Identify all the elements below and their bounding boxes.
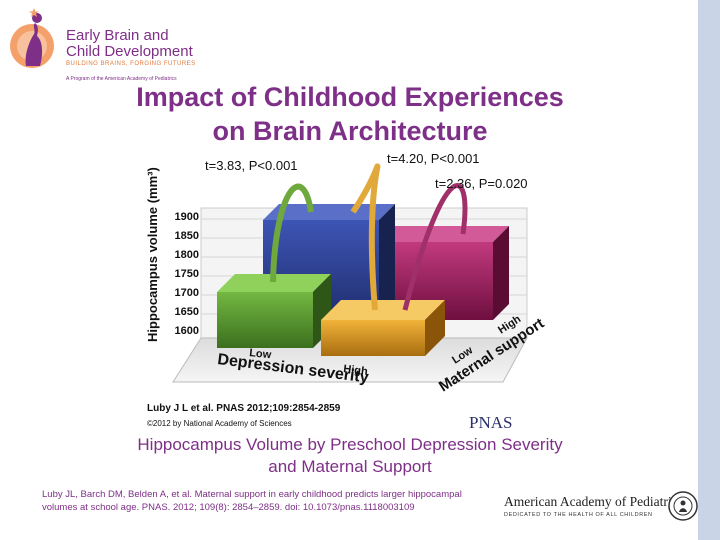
right-accent-strip <box>698 0 720 540</box>
citation-line-1: Luby JL, Barch DM, Belden A, et al. Mate… <box>42 489 462 500</box>
aap-name: American Academy of Pediatrics <box>504 494 683 509</box>
y-tick: 1600 <box>175 325 199 337</box>
y-tick: 1750 <box>175 268 199 280</box>
caption-line-2: and Maternal Support <box>268 457 432 476</box>
annotation-1: t=3.83, P<0.001 <box>205 158 298 173</box>
y-tick: 1800 <box>175 249 199 261</box>
y-tick: 1700 <box>175 287 199 299</box>
logo-program: A Program of the American Academy of Ped… <box>66 76 177 82</box>
logo-line-2: Child Development <box>66 43 193 60</box>
caption-line-1: Hippocampus Volume by Preschool Depressi… <box>137 435 563 454</box>
hippocampus-chart: Hippocampus volume (mm³) 1900 1850 1800 … <box>143 150 559 432</box>
chart-caption: Hippocampus Volume by Preschool Depressi… <box>100 434 600 478</box>
arc-green-blue <box>270 183 314 283</box>
title-line-2: on Brain Architecture <box>212 116 488 146</box>
y-tick: 1900 <box>175 211 199 223</box>
reference-citation: Luby JL, Barch DM, Belden A, et al. Mate… <box>42 488 512 514</box>
aap-seal-icon <box>668 491 698 521</box>
chart-copyright: ©2012 by National Academy of Sciences <box>147 419 292 428</box>
logo-line-1: Early Brain and <box>66 27 169 44</box>
citation-line-2: volumes at school age. PNAS. 2012; 109(8… <box>42 502 415 513</box>
y-tick: 1850 <box>175 230 199 242</box>
aap-tagline: DEDICATED TO THE HEALTH OF ALL CHILDREN <box>504 512 653 518</box>
chart-source: Luby J L et al. PNAS 2012;109:2854-2859 <box>147 403 341 414</box>
y-tick: 1650 <box>175 306 199 318</box>
bar-high-depression-low-support <box>321 300 445 356</box>
arc-gold-magenta <box>402 183 468 311</box>
bar-low-depression-low-support <box>217 274 331 348</box>
annotation-2: t=4.20, P<0.001 <box>387 151 480 166</box>
logo-tagline: BUILDING BRAINS, FORGING FUTURES <box>66 61 196 67</box>
ebcd-logo: Early Brain and Child Development BUILDI… <box>4 6 214 82</box>
x-high-label: High <box>343 363 369 378</box>
arc-gold-blue <box>350 163 381 311</box>
pnas-logo: PNAS <box>469 413 512 432</box>
slide-title: Impact of Childhood Experiences on Brain… <box>100 80 600 148</box>
title-line-1: Impact of Childhood Experiences <box>136 82 564 112</box>
y-axis-label: Hippocampus volume (mm³) <box>145 167 160 342</box>
logo-title: Early Brain and Child Development <box>66 28 193 60</box>
aap-logo: American Academy of Pediatrics DEDICATED… <box>500 490 700 530</box>
chart-svg: Hippocampus volume (mm³) 1900 1850 1800 … <box>145 151 547 432</box>
child-silhouette-icon <box>10 8 54 68</box>
annotation-3: t=2.36, P=0.020 <box>435 176 528 191</box>
x-low-label: Low <box>249 347 273 361</box>
